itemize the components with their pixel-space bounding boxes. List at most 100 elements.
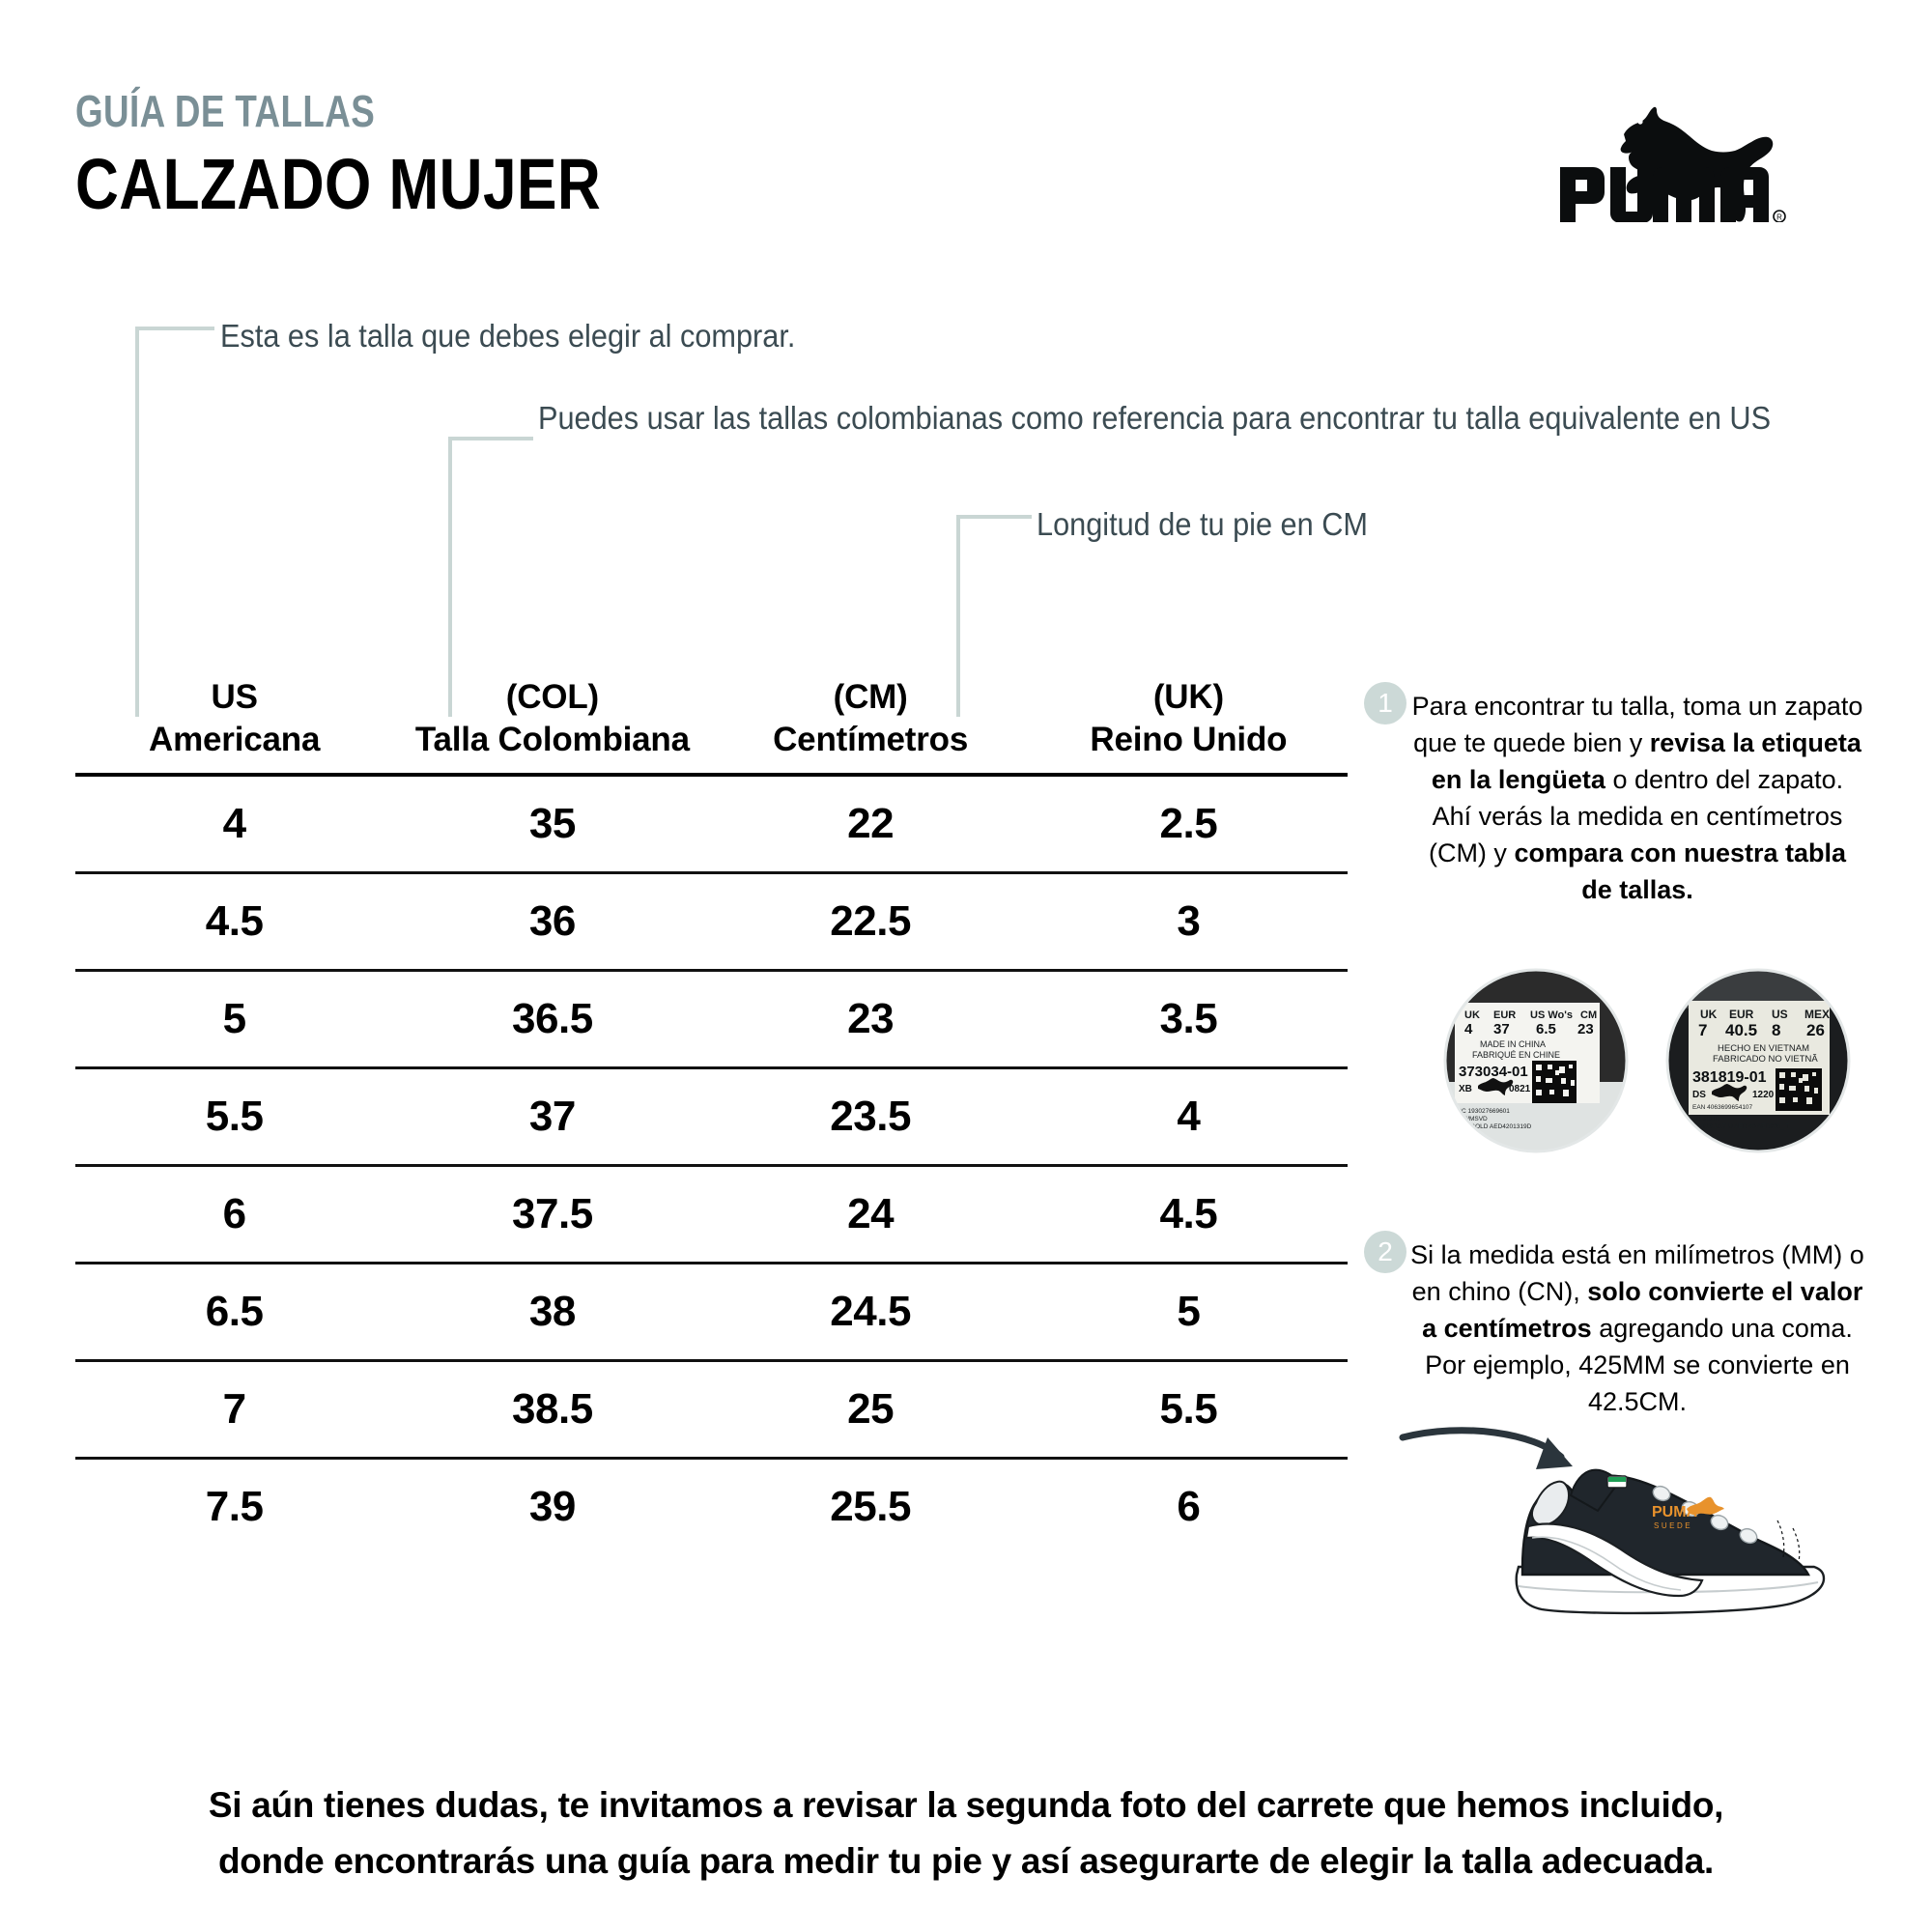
svg-text:TEAMGOLD AED4201319D: TEAMGOLD AED4201319D: [1453, 1123, 1532, 1130]
shoe-logo-sub: SUEDE: [1654, 1521, 1692, 1530]
svg-text:MADE IN CHINA: MADE IN CHINA: [1480, 1039, 1546, 1049]
svg-text:26: 26: [1806, 1021, 1825, 1039]
svg-text:381819-01: 381819-01: [1692, 1069, 1767, 1086]
callout-cm-text: Longitud de tu pie en CM: [1037, 506, 1368, 542]
cell-col: 37: [528, 1093, 576, 1140]
column-name: Americana: [149, 721, 321, 758]
cell-uk: 4: [1177, 1093, 1201, 1140]
table-row: 5.5 37 23.5 4: [75, 1069, 1348, 1167]
instruction-step-1: 1 Para encontrar tu talla, toma un zapat…: [1364, 682, 1864, 908]
cell-uk: 5.5: [1159, 1385, 1218, 1433]
svg-text:FABRICADO NO VIETNÃ: FABRICADO NO VIETNÃ: [1713, 1054, 1818, 1065]
leader-line-cm: [956, 515, 1032, 717]
column-abbr: US: [211, 678, 258, 716]
svg-text:MEX: MEX: [1804, 1008, 1830, 1021]
svg-text:7: 7: [1698, 1021, 1707, 1039]
step-2-text: Si la medida está en milímetros (MM) o e…: [1410, 1240, 1864, 1416]
column-abbr: (UK): [1152, 678, 1224, 716]
cell-us: 6: [222, 1190, 246, 1237]
svg-text:AD WMSVD: AD WMSVD: [1453, 1116, 1488, 1122]
cell-us: 4: [222, 800, 246, 847]
cell-col: 37.5: [512, 1190, 593, 1237]
cell-us: 5: [222, 995, 246, 1042]
cell-cm: 25.5: [830, 1483, 911, 1530]
cell-uk: 2.5: [1159, 800, 1218, 847]
svg-text:HECHO EN VIETNAM: HECHO EN VIETNAM: [1718, 1043, 1809, 1054]
column-abbr: (CM): [833, 678, 908, 716]
svg-text:DS: DS: [1692, 1090, 1706, 1100]
cell-cm: 22: [847, 800, 895, 847]
leader-line-col: [448, 437, 533, 717]
cell-cm: 23: [847, 995, 895, 1042]
cell-col: 36: [528, 897, 576, 945]
size-table: US Americana (COL) Talla Colombiana (CM)…: [75, 676, 1348, 1554]
shoe-label-photos: UK EUR US Wo's CM 4 37 6.5 23 MADE IN CH…: [1439, 966, 1864, 1155]
svg-text:4: 4: [1464, 1021, 1473, 1037]
svg-text:6.5: 6.5: [1536, 1021, 1556, 1037]
table-header-row: US Americana (COL) Talla Colombiana (CM)…: [75, 676, 1348, 777]
step-number-badge: 1: [1364, 682, 1406, 724]
cell-us: 4.5: [205, 897, 264, 945]
column-header-uk: (UK) Reino Unido: [1030, 676, 1348, 761]
svg-text:8: 8: [1772, 1021, 1780, 1039]
step-1-text: Para encontrar tu talla, toma un zapato …: [1411, 692, 1863, 904]
table-row: 4.5 36 22.5 3: [75, 874, 1348, 972]
callout-col-text: Puedes usar las tallas colombianas como …: [538, 400, 1772, 436]
column-header-us: US Americana: [75, 676, 393, 761]
column-header-cm: (CM) Centímetros: [712, 676, 1030, 761]
cell-uk: 5: [1177, 1288, 1201, 1335]
cell-cm: 23.5: [830, 1093, 911, 1140]
cell-col: 39: [528, 1483, 576, 1530]
column-name: Centímetros: [773, 721, 969, 758]
table-body: 4 35 22 2.5 4.5 36 22.5 3 5 36.5 23 3.5 5.5 37 23.5 4 6 3…: [75, 777, 1348, 1554]
table-row: 7.5 39 25.5 6: [75, 1460, 1348, 1554]
puma-wordmark: R: [1560, 167, 1786, 222]
svg-text:EAN 4063699654107: EAN 4063699654107: [1692, 1104, 1753, 1111]
svg-text:UPC 193027669601: UPC 193027669601: [1453, 1108, 1510, 1115]
cell-us: 7.5: [205, 1483, 264, 1530]
svg-text:CM: CM: [1580, 1009, 1597, 1021]
svg-text:FABRIQUÉ EN CHINE: FABRIQUÉ EN CHINE: [1472, 1050, 1560, 1060]
instruction-step-2: 2 Si la medida está en milímetros (MM) o…: [1364, 1231, 1864, 1420]
svg-text:23: 23: [1577, 1021, 1594, 1037]
footer-note: Si aún tienes dudas, te invitamos a revi…: [0, 1777, 1932, 1889]
page-title: CALZADO MUJER: [75, 144, 602, 224]
curved-arrow-icon: [1399, 1427, 1573, 1469]
svg-text:EUR: EUR: [1729, 1008, 1754, 1021]
cell-uk: 4.5: [1159, 1190, 1218, 1237]
cell-col: 38.5: [512, 1385, 593, 1433]
svg-text:1220: 1220: [1752, 1090, 1775, 1100]
puma-logo: R: [1531, 92, 1850, 222]
leader-line-us: [135, 327, 214, 717]
svg-text:40.5: 40.5: [1725, 1021, 1757, 1039]
cell-us: 7: [222, 1385, 246, 1433]
cell-us: 5.5: [205, 1093, 264, 1140]
cell-col: 35: [528, 800, 576, 847]
page-kicker: GUÍA DE TALLAS: [75, 86, 376, 136]
cell-cm: 22.5: [830, 897, 911, 945]
column-header-col: (COL) Talla Colombiana: [393, 676, 711, 761]
cell-uk: 3: [1177, 897, 1201, 945]
cell-cm: 25: [847, 1385, 895, 1433]
cell-cm: 24.5: [830, 1288, 911, 1335]
svg-text:UK: UK: [1700, 1008, 1718, 1021]
footer-line-1: Si aún tienes dudas, te invitamos a revi…: [208, 1785, 1724, 1825]
shoe-label-china: UK EUR US Wo's CM 4 37 6.5 23 MADE IN CH…: [1445, 970, 1627, 1151]
svg-text:XB: XB: [1459, 1084, 1472, 1094]
svg-text:WMNS 10.7 U AED 40 AED000_ T: WMNS 10.7 U AED 40 AED000_ T: [1692, 1123, 1789, 1130]
cell-uk: 3.5: [1159, 995, 1218, 1042]
svg-text:373034-01: 373034-01: [1459, 1064, 1528, 1080]
shoe-illustration: PUMA SUEDE: [1372, 1420, 1913, 1662]
svg-text:0821: 0821: [1509, 1084, 1531, 1094]
column-abbr: (COL): [505, 678, 599, 716]
svg-text:US: US: [1772, 1008, 1788, 1021]
cell-col: 36.5: [512, 995, 593, 1042]
column-name: Talla Colombiana: [414, 721, 690, 758]
table-row: 6 37.5 24 4.5: [75, 1167, 1348, 1264]
table-row: 7 38.5 25 5.5: [75, 1362, 1348, 1460]
column-name: Reino Unido: [1090, 721, 1288, 758]
puma-suede-sneaker: PUMA SUEDE: [1515, 1468, 1826, 1615]
step-number-badge: 2: [1364, 1231, 1406, 1273]
svg-text:US Wo's: US Wo's: [1530, 1009, 1573, 1021]
svg-text:UK: UK: [1464, 1009, 1480, 1021]
